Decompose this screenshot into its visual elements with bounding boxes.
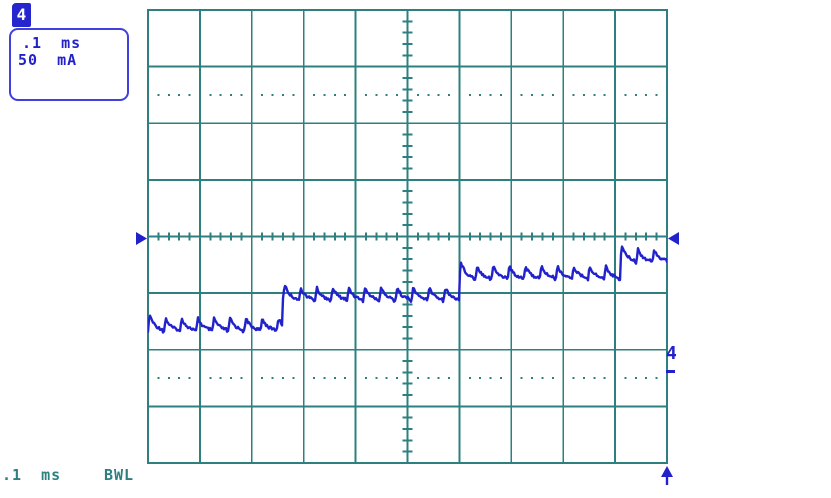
trigger-time-marker-icon <box>661 466 673 485</box>
graticule-grid <box>146 8 669 465</box>
channel-info-box: .1 ms 50 mA <box>9 28 129 101</box>
channel-position-number: 4 <box>666 343 677 364</box>
channel-position-label: 4 <box>666 342 677 373</box>
bandwidth-limit-label: BWL <box>104 466 135 484</box>
status-timebase-label: .1 ms <box>2 466 62 484</box>
channel-badge: 4 <box>12 3 31 27</box>
timebase-label: .1 ms <box>22 34 82 52</box>
channel-label-underline <box>666 370 675 373</box>
vertical-scale-label: 50 mA <box>18 51 78 69</box>
waveform-trace-channel-4 <box>148 245 667 334</box>
channel-position-marker-icon <box>668 232 679 245</box>
trigger-level-marker-icon <box>136 232 147 245</box>
